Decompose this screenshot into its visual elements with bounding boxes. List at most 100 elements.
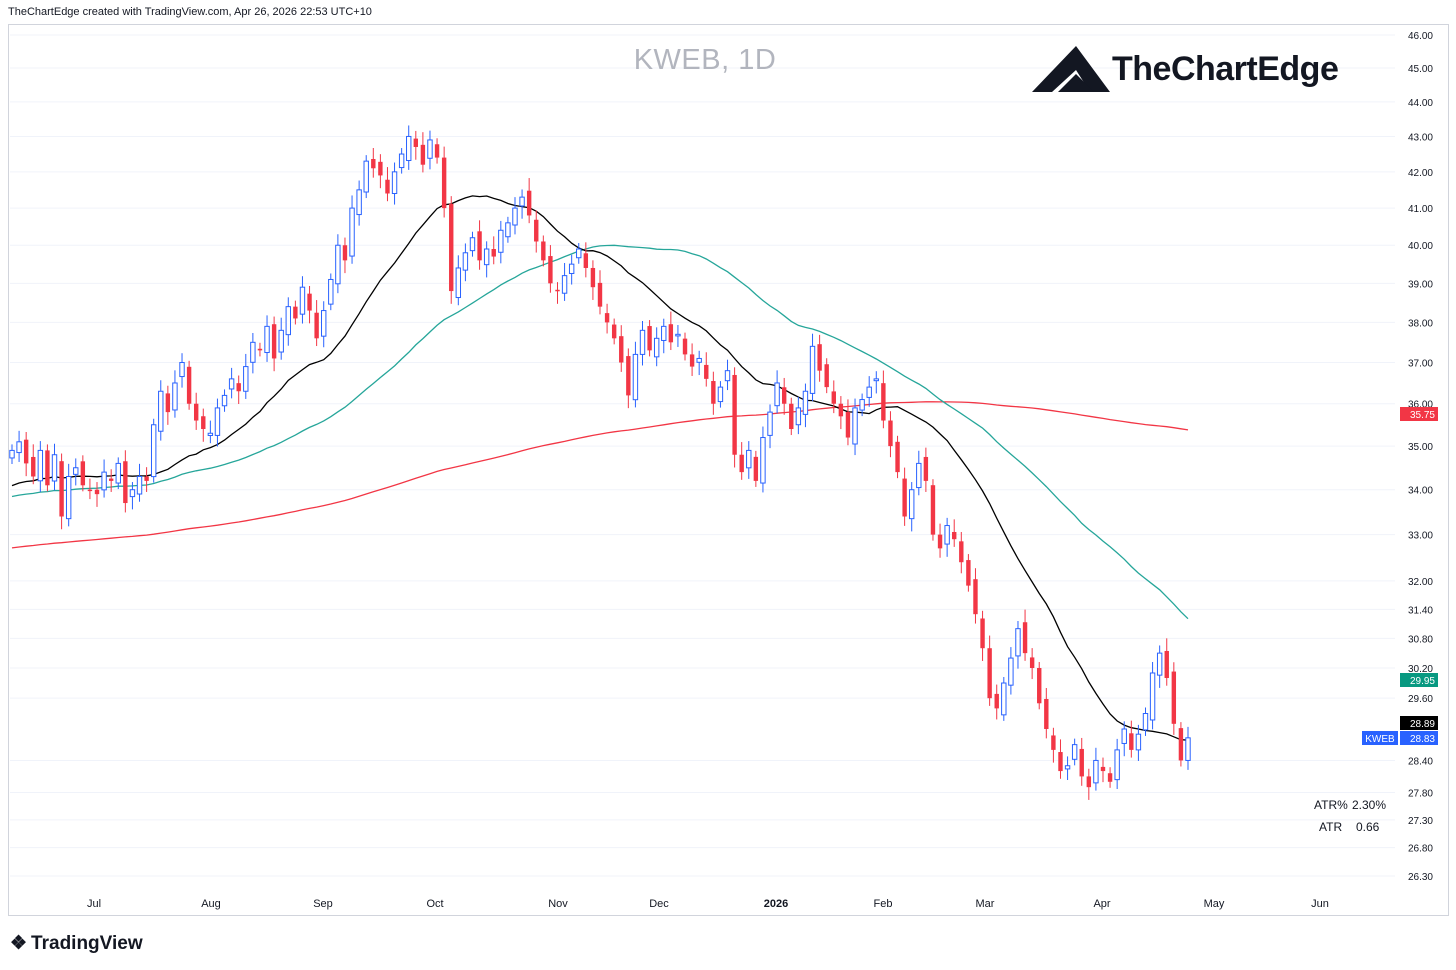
candle-body-up bbox=[250, 341, 256, 363]
price-tags: 35.75 29.95 28.89 28.83 KWEB bbox=[1362, 407, 1438, 745]
candle-body-up bbox=[129, 489, 136, 498]
candle-body-down bbox=[930, 485, 936, 535]
chart-frame[interactable] bbox=[8, 24, 1449, 916]
candle-body-up bbox=[909, 489, 915, 520]
candle-body-up bbox=[349, 207, 355, 257]
candle-body-down bbox=[193, 403, 199, 421]
candle-body-down bbox=[201, 416, 206, 430]
sma-50-path bbox=[11, 244, 1189, 620]
tradingview-mark-icon: ❖ bbox=[10, 933, 28, 954]
candle-body-up bbox=[795, 407, 802, 426]
candle-body-down bbox=[378, 161, 383, 176]
candle-body-up bbox=[512, 207, 518, 226]
price-tag-value: 28.89 bbox=[1410, 719, 1435, 730]
price-tag-box bbox=[1400, 716, 1438, 730]
candle-body-down bbox=[895, 441, 900, 473]
price-tick-label: 30.20 bbox=[1408, 664, 1433, 675]
candle-body-down bbox=[583, 253, 589, 268]
candle-body-up bbox=[328, 278, 334, 305]
candle-body-down bbox=[385, 179, 390, 194]
price-tick-label: 43.00 bbox=[1408, 132, 1433, 143]
candle-body-down bbox=[413, 138, 419, 147]
candle-body-up bbox=[505, 222, 511, 238]
price-tick-label: 27.80 bbox=[1408, 789, 1433, 800]
candle-body-up bbox=[73, 467, 79, 475]
candle-body-down bbox=[434, 144, 440, 158]
candle-body-up bbox=[809, 345, 816, 394]
candle-body-down bbox=[108, 478, 114, 481]
candle-body-down bbox=[817, 344, 822, 371]
candle-body-up bbox=[653, 337, 660, 358]
candle-body-up bbox=[1114, 749, 1120, 781]
price-tick-label: 41.00 bbox=[1408, 204, 1433, 215]
candle-body-down bbox=[888, 420, 893, 447]
candle-body-up bbox=[1149, 672, 1156, 721]
price-tick-label: 34.00 bbox=[1408, 486, 1433, 497]
candle-body-up bbox=[391, 171, 398, 194]
candle-body-down bbox=[307, 293, 312, 311]
candle-body-up bbox=[774, 382, 780, 407]
candle-body-up bbox=[228, 378, 235, 390]
price-tick-label: 28.40 bbox=[1408, 756, 1433, 767]
candle-body-down bbox=[597, 282, 603, 307]
price-tick-label: 30.80 bbox=[1408, 634, 1433, 645]
candle-body-down bbox=[31, 456, 36, 477]
candle-body-up bbox=[1142, 713, 1149, 731]
brand-name: TheChartEdge bbox=[1112, 50, 1339, 88]
time-tick-label: Mar bbox=[976, 898, 995, 910]
candle-body-up bbox=[1015, 628, 1021, 657]
candle-body-down bbox=[789, 403, 794, 430]
candle-body-down bbox=[144, 476, 149, 481]
time-tick-label: Jun bbox=[1311, 898, 1329, 910]
price-tick-label: 36.00 bbox=[1408, 400, 1433, 411]
time-tick-label: Jul bbox=[87, 898, 101, 910]
candle-body-down bbox=[45, 450, 50, 486]
price-tick-label: 38.00 bbox=[1408, 318, 1433, 329]
candle-body-up bbox=[561, 275, 568, 294]
candle-body-up bbox=[1135, 733, 1142, 751]
candle-body-up bbox=[51, 454, 58, 482]
price-tick-label: 33.00 bbox=[1408, 531, 1433, 542]
price-tick-label: 40.00 bbox=[1408, 241, 1433, 252]
price-tag-box bbox=[1400, 407, 1438, 421]
candle-body-down bbox=[647, 326, 652, 351]
tradingview-logo[interactable]: ❖ TradingView bbox=[10, 932, 143, 955]
candle-body-up bbox=[802, 390, 809, 415]
candle-body-up bbox=[1071, 744, 1078, 760]
candle-body-down bbox=[548, 256, 553, 284]
candle-body-up bbox=[115, 462, 121, 484]
candle-body-down bbox=[781, 387, 787, 404]
candle-body-down bbox=[1107, 773, 1113, 782]
price-tick-label: 46.00 bbox=[1408, 31, 1433, 42]
candle-body-up bbox=[9, 449, 15, 459]
price-tick-label: 44.00 bbox=[1408, 98, 1433, 109]
brand-logo: TheChartEdge bbox=[1030, 44, 1370, 96]
candle-body-down bbox=[952, 531, 957, 540]
candle-body-up bbox=[916, 462, 922, 489]
time-tick-label: Apr bbox=[1093, 898, 1110, 910]
candle-body-down bbox=[1058, 752, 1063, 772]
price-tick-label: 42.00 bbox=[1408, 168, 1433, 179]
candle-body-down bbox=[732, 374, 737, 455]
candle-body-down bbox=[1051, 735, 1056, 750]
symbol-tag-label: KWEB bbox=[1365, 734, 1395, 745]
time-tick-label: 2026 bbox=[764, 898, 788, 910]
candle-body-down bbox=[534, 219, 539, 242]
candle-body-down bbox=[619, 336, 624, 363]
candle-body-up bbox=[873, 378, 879, 382]
symbol-tag-box bbox=[1362, 731, 1398, 745]
price-tag-box bbox=[1400, 673, 1438, 687]
candle-body-down bbox=[526, 190, 532, 216]
candle-body-up bbox=[356, 189, 362, 216]
price-tick-label: 39.00 bbox=[1408, 279, 1433, 290]
candle-body-down bbox=[590, 267, 596, 288]
candle-body-down bbox=[1164, 650, 1169, 678]
candle-body-down bbox=[668, 324, 674, 343]
price-tick-label: 26.30 bbox=[1408, 872, 1433, 883]
candle-body-down bbox=[165, 393, 171, 413]
candle-body-up bbox=[576, 248, 582, 259]
candle-body-up bbox=[158, 390, 164, 432]
candle-body-down bbox=[1029, 657, 1035, 668]
candle-body-up bbox=[519, 196, 525, 207]
